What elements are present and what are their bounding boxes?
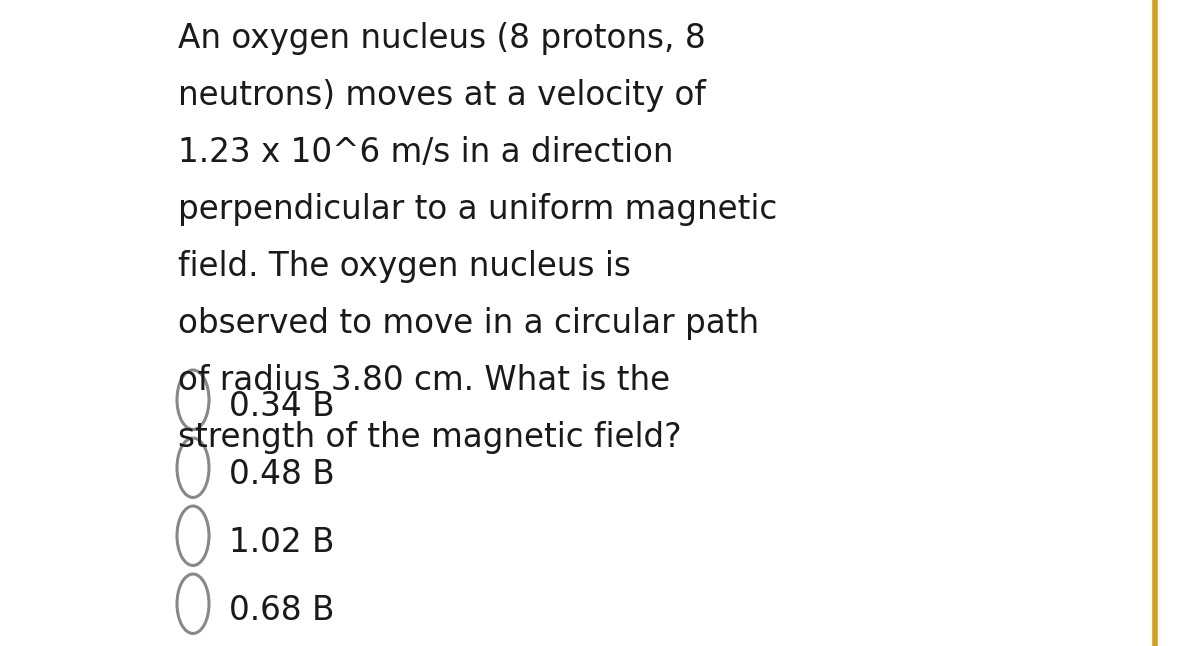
Text: observed to move in a circular path: observed to move in a circular path xyxy=(178,307,760,340)
Text: strength of the magnetic field?: strength of the magnetic field? xyxy=(178,421,682,454)
Text: 0.68 B: 0.68 B xyxy=(229,594,335,627)
Text: field. The oxygen nucleus is: field. The oxygen nucleus is xyxy=(178,250,631,283)
Text: An oxygen nucleus (8 protons, 8: An oxygen nucleus (8 protons, 8 xyxy=(178,22,706,55)
Text: 0.48 B: 0.48 B xyxy=(229,458,335,491)
Text: 1.23 x 10^6 m/s in a direction: 1.23 x 10^6 m/s in a direction xyxy=(178,136,673,169)
Text: perpendicular to a uniform magnetic: perpendicular to a uniform magnetic xyxy=(178,193,778,226)
Text: 0.34 B: 0.34 B xyxy=(229,390,335,423)
Text: of radius 3.80 cm. What is the: of radius 3.80 cm. What is the xyxy=(178,364,670,397)
Text: neutrons) moves at a velocity of: neutrons) moves at a velocity of xyxy=(178,79,706,112)
Text: 1.02 B: 1.02 B xyxy=(229,526,335,559)
